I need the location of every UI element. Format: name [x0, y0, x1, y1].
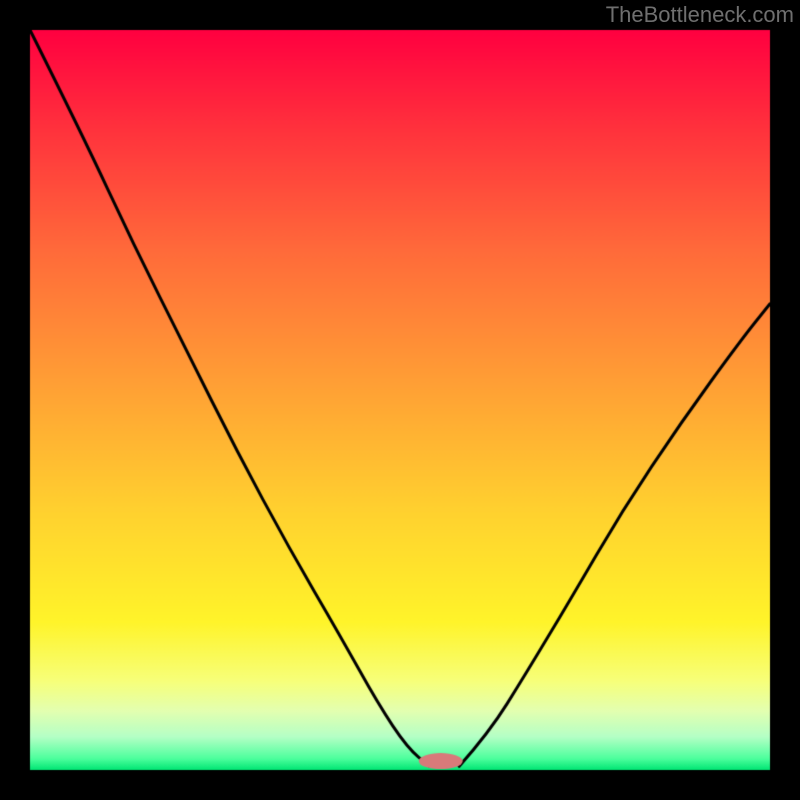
chart-canvas: [0, 0, 800, 800]
bottleneck-chart: TheBottleneck.com: [0, 0, 800, 800]
